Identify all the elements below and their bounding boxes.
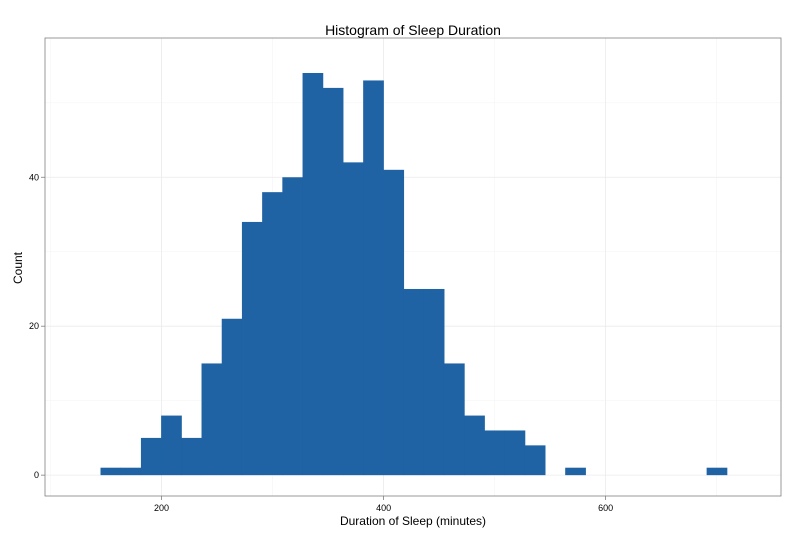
y-axis-title: Count [11,251,25,284]
histogram-bar [181,437,203,476]
histogram-bar [302,73,324,476]
histogram-bar [363,80,384,476]
chart-title: Histogram of Sleep Duration [325,22,501,38]
histogram-bar [706,467,728,476]
x-tick-label: 400 [376,503,391,513]
histogram-bar [484,430,506,476]
histogram-bar [120,467,142,476]
histogram-bar [322,87,344,476]
histogram-bar [262,192,283,476]
histogram-bar [282,177,304,476]
histogram-bar [423,288,445,476]
histogram-bars [100,73,728,476]
histogram-bar [100,467,122,476]
histogram-bar [221,318,243,476]
histogram-bar [140,437,162,476]
x-tick-label: 600 [598,503,613,513]
histogram-bar [201,363,223,476]
histogram-bar [504,430,526,476]
histogram-bar [342,162,364,476]
histogram-bar [403,288,425,476]
y-tick-label: 20 [29,321,39,331]
plot-panel-border [44,37,782,497]
x-axis-title: Duration of Sleep (minutes) [340,514,486,528]
histogram-bar [524,445,546,476]
y-tick-label: 40 [29,172,39,182]
histogram-bar [241,221,263,476]
x-tick-label: 200 [154,503,169,513]
axis-ticks: 200 400 600 0 20 40 [29,172,613,513]
histogram-bar [464,415,485,476]
histogram-bar [565,467,586,476]
y-tick-label: 0 [34,470,39,480]
histogram-bar [161,415,182,476]
histogram-bar [383,169,405,476]
histogram-bar [443,363,465,476]
